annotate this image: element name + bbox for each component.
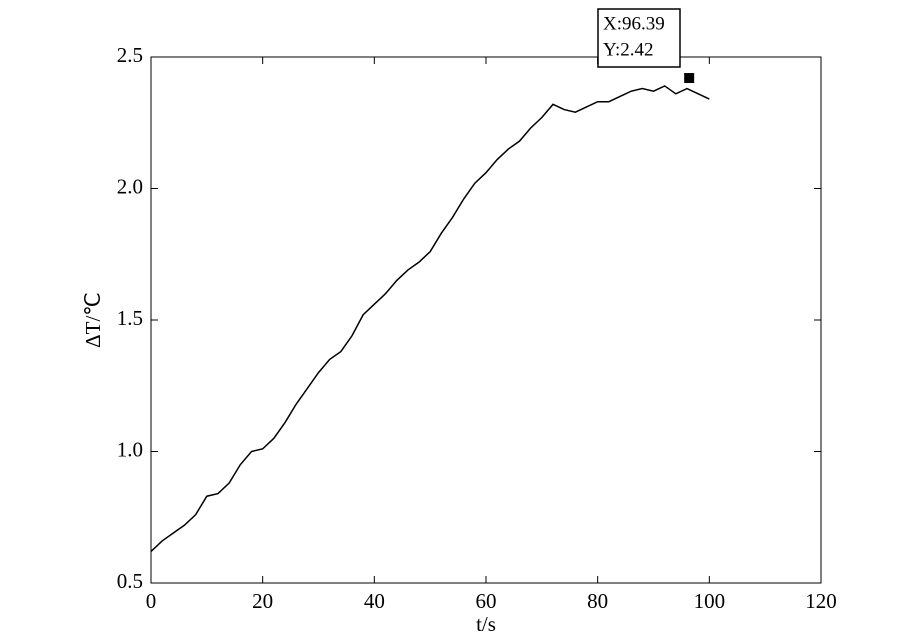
x-tick-label: 20 [252, 589, 273, 613]
x-tick-label: 60 [476, 589, 497, 613]
y-tick-label: 2.0 [117, 174, 143, 198]
datatip-label: X:96.39 [603, 13, 665, 34]
y-tick-label: 0.5 [117, 569, 143, 593]
x-tick-label: 80 [587, 589, 608, 613]
x-tick-label: 40 [364, 589, 385, 613]
y-axis-label: ΔT/℃ [81, 292, 105, 348]
datatip-label: Y:2.42 [603, 39, 654, 60]
x-axis-label: t/s [476, 612, 496, 636]
datatip-marker [684, 73, 695, 84]
x-tick-label: 0 [146, 589, 157, 613]
x-tick-label: 100 [694, 589, 726, 613]
datatip-box [597, 8, 681, 68]
datatip: X:96.39 Y:2.42 [597, 8, 681, 68]
y-tick-label: 1.5 [117, 306, 143, 330]
y-tick-label: 2.5 [117, 43, 143, 67]
y-tick-label: 1.0 [117, 437, 143, 461]
data-line [150, 85, 710, 552]
plot-frame [150, 56, 822, 584]
x-tick-label: 120 [805, 589, 837, 613]
